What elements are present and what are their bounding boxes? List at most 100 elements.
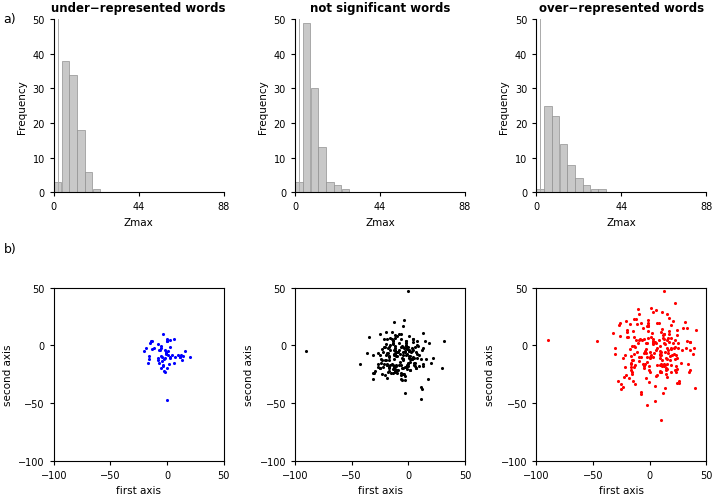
Point (655, 348, 666, 356)
Point (640, 374, 652, 382)
Point (673, 345, 684, 353)
Point (146, 337, 157, 345)
Bar (552, 117, 559, 193)
Point (687, 351, 698, 359)
Point (390, 367, 402, 375)
Text: b): b) (4, 243, 16, 256)
Point (632, 339, 643, 347)
Point (669, 366, 680, 374)
Point (168, 359, 180, 367)
Point (660, 349, 671, 357)
Bar (326, 182, 333, 193)
Point (155, 364, 166, 372)
Bar (303, 24, 310, 193)
Point (626, 357, 637, 365)
Point (627, 327, 639, 335)
Point (158, 355, 169, 363)
Point (663, 330, 675, 338)
Point (654, 361, 665, 369)
Point (399, 349, 411, 357)
Y-axis label: Frequency: Frequency (258, 80, 268, 133)
Point (660, 371, 672, 379)
Point (655, 416, 666, 424)
Point (661, 360, 673, 368)
Point (662, 344, 673, 352)
Point (642, 334, 654, 342)
Point (384, 361, 395, 369)
Point (655, 352, 666, 360)
Point (625, 363, 637, 371)
Point (661, 336, 673, 344)
Point (390, 361, 402, 369)
Point (363, 334, 374, 342)
Point (655, 477, 667, 485)
Point (378, 336, 389, 344)
Point (378, 363, 389, 371)
Point (622, 333, 633, 341)
Point (394, 347, 405, 355)
Point (141, 345, 152, 353)
Point (685, 339, 696, 347)
Y-axis label: second axis: second axis (485, 344, 495, 405)
Point (388, 362, 399, 370)
Point (386, 329, 397, 337)
Point (148, 345, 160, 353)
Point (662, 366, 673, 374)
Point (665, 344, 676, 352)
Point (641, 401, 652, 409)
Point (417, 363, 428, 371)
Point (666, 351, 678, 359)
Point (438, 338, 450, 346)
Point (636, 336, 647, 344)
Point (404, 352, 415, 360)
Point (384, 352, 395, 360)
Point (177, 353, 189, 361)
Point (398, 370, 409, 378)
Y-axis label: second axis: second axis (3, 344, 13, 405)
Point (381, 375, 392, 383)
Point (159, 368, 171, 376)
Point (404, 346, 415, 354)
Point (161, 348, 172, 356)
Point (407, 335, 419, 343)
Point (405, 356, 417, 364)
Point (395, 335, 407, 343)
Point (384, 368, 395, 376)
Point (677, 346, 688, 354)
Point (607, 329, 619, 337)
Point (647, 309, 659, 317)
Point (404, 355, 415, 363)
Point (670, 351, 682, 359)
Point (645, 355, 656, 363)
Point (152, 340, 163, 348)
Point (367, 375, 379, 383)
Point (684, 346, 695, 354)
Point (415, 383, 427, 391)
Point (642, 322, 653, 330)
Point (388, 351, 399, 359)
Point (683, 361, 694, 369)
Point (380, 351, 391, 359)
Point (402, 350, 413, 358)
Point (645, 349, 656, 357)
Point (402, 361, 413, 369)
Point (661, 355, 673, 363)
Point (669, 355, 680, 363)
Point (417, 360, 429, 368)
Point (379, 344, 390, 352)
Point (609, 344, 620, 352)
Point (662, 347, 673, 355)
Point (388, 362, 399, 370)
Point (387, 365, 399, 373)
Point (625, 353, 637, 361)
Point (367, 351, 379, 359)
Point (161, 335, 173, 343)
Point (616, 380, 627, 388)
Point (639, 347, 650, 355)
Point (661, 311, 673, 319)
Point (631, 316, 642, 324)
Point (628, 363, 640, 371)
X-axis label: Zmax: Zmax (124, 217, 153, 227)
Point (637, 360, 648, 368)
Point (389, 344, 401, 352)
